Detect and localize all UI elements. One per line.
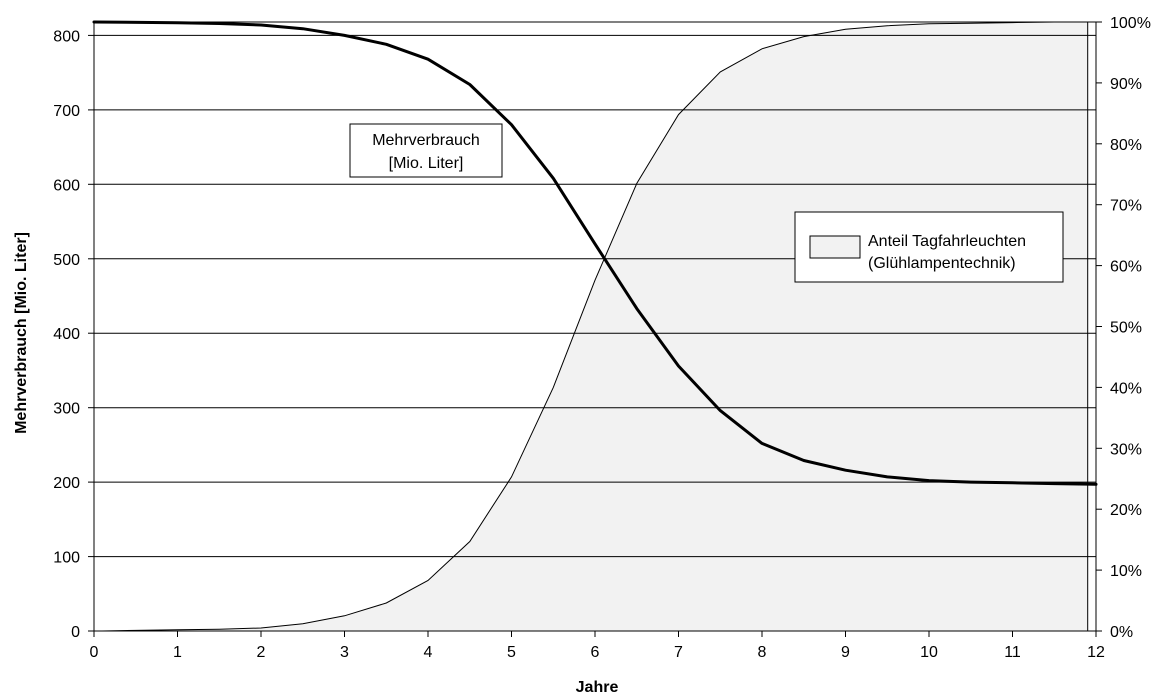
- y-tick-label: 400: [53, 326, 80, 343]
- y2-tick-label: 60%: [1110, 259, 1142, 276]
- y2-tick-label: 50%: [1110, 320, 1142, 337]
- series-label-box: [349, 123, 503, 178]
- y2-tick-label: 10%: [1110, 563, 1142, 580]
- x-tick-label: 2: [257, 644, 266, 661]
- y-tick-label: 300: [53, 401, 80, 418]
- y-tick-label: 600: [53, 177, 80, 194]
- series-mehrverbrauch-line: [92, 20, 1098, 486]
- legend: Anteil Tagfahrleuchten (Glühlampentechni…: [794, 211, 1064, 283]
- grid-layer: [94, 34, 1096, 558]
- x-tick-label: 1: [173, 644, 182, 661]
- x-tick-label: 10: [920, 644, 938, 661]
- x-tick-label: 0: [90, 644, 99, 661]
- y2-tick-label: 80%: [1110, 137, 1142, 154]
- series-anteil-edge: [102, 21, 1088, 632]
- y2-tick-label: 0%: [1110, 624, 1133, 641]
- y2-tick-label: 70%: [1110, 198, 1142, 215]
- x-tick-label: 4: [424, 644, 433, 661]
- x-axis-title: Jahre: [576, 679, 619, 695]
- y2-tick-label: 40%: [1110, 380, 1142, 397]
- y2-tick-label: 20%: [1110, 502, 1142, 519]
- y-tick-label: 700: [53, 103, 80, 120]
- y-tick-label: 100: [53, 550, 80, 567]
- legend-label: Anteil Tagfahrleuchten: [868, 233, 1026, 250]
- y2-tick-label: 30%: [1110, 441, 1142, 458]
- legend-label: (Glühlampentechnik): [868, 255, 1016, 272]
- y2-tick-label: 100%: [1110, 15, 1151, 32]
- x-tick-label: 8: [758, 644, 767, 661]
- x-tick-label: 3: [340, 644, 349, 661]
- x-tick-label: 12: [1087, 644, 1105, 661]
- area-layer: [102, 21, 1089, 632]
- series-label-mehrverbrauch: Mehrverbrauch [Mio. Liter]: [349, 123, 503, 178]
- x-tick-label: 5: [507, 644, 516, 661]
- legend-swatch: [809, 235, 861, 259]
- y-tick-label: 800: [53, 28, 80, 45]
- series-label-line: Mehrverbrauch: [372, 132, 480, 149]
- y-tick-label: 500: [53, 252, 80, 269]
- x-tick-label: 6: [591, 644, 600, 661]
- x-tick-label: 9: [841, 644, 850, 661]
- axis-layer: [88, 21, 1102, 637]
- y-axis-title: Mehrverbrauch [Mio. Liter]: [13, 232, 30, 434]
- line-layer: [92, 20, 1098, 486]
- series-anteil-area: [102, 22, 1088, 631]
- y-tick-label: 0: [71, 624, 80, 641]
- y2-tick-label: 90%: [1110, 76, 1142, 93]
- x-tick-label: 7: [674, 644, 683, 661]
- y-tick-label: 200: [53, 475, 80, 492]
- text-layer: 01002003004005006007008000%10%20%30%40%5…: [53, 15, 1151, 661]
- series-label-line: [Mio. Liter]: [389, 155, 464, 172]
- x-tick-label: 11: [1004, 644, 1021, 661]
